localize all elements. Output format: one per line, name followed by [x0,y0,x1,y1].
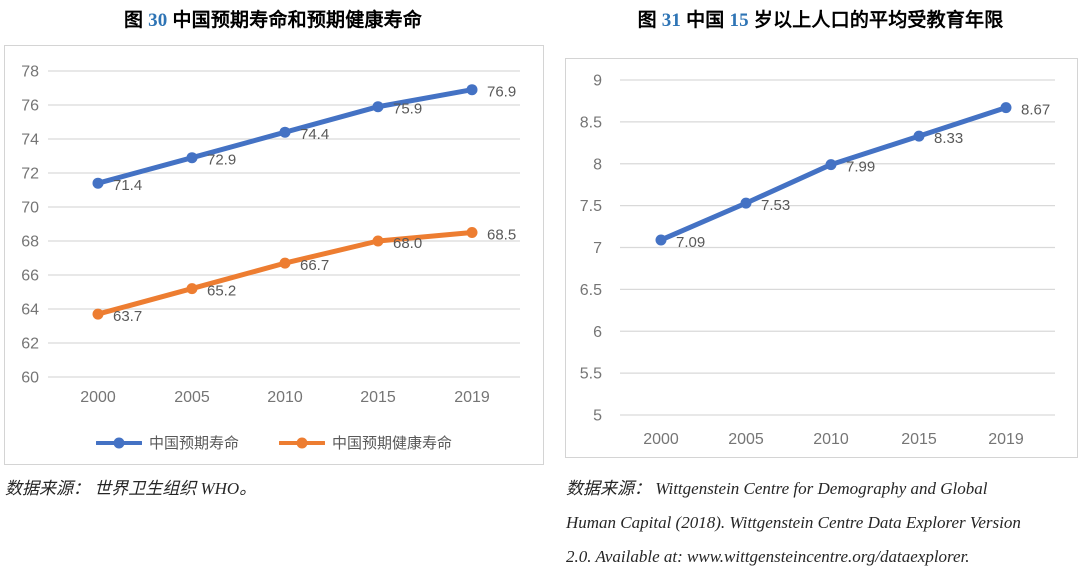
chart30-title: 图 30 中国预期寿命和预期健康寿命 [4,5,542,32]
education-years-plot: 5 5.5 6 6.5 7 7.5 8 8.5 9 2000 2005 2010 2015 2019 7.0… [580,73,1055,448]
data-point [466,84,478,96]
data-point [466,227,478,238]
x-tick-label: 2015 [901,431,937,448]
chart30-source: 数据来源： 世界卫生组织 WHO。 [5,472,540,506]
x-tick-label: 2000 [643,431,679,448]
y-tick-label: 8 [593,156,602,173]
y-tick-label: 64 [21,302,39,319]
data-point [186,283,198,295]
data-label: 68.5 [487,227,516,244]
y-tick-label: 5.5 [580,366,602,383]
data-point [92,177,104,189]
y-tick-label: 60 [21,370,39,387]
data-label: 72.9 [207,152,236,169]
x-tick-label: 2000 [80,389,116,406]
series-line [658,105,1009,243]
data-point [825,159,837,171]
education-years-chart: 5 5.5 6 6.5 7 7.5 8 8.5 9 2000 2005 2010 2015 2019 7.0… [565,58,1078,458]
data-label: 63.7 [113,308,142,325]
data-label: 8.67 [1021,102,1050,119]
legend-item-life-expectancy: 中国预期寿命 [95,432,239,453]
x-tick-label: 2019 [988,431,1024,448]
data-point [372,235,384,247]
data-label: 66.7 [300,257,329,274]
y-tick-label: 6 [593,324,602,341]
y-tick-label: 6.5 [580,282,602,299]
data-label: 7.09 [676,234,705,251]
x-tick-label: 2015 [360,389,396,406]
legend-label-healthy-life-expectancy: 中国预期健康寿命 [332,435,453,452]
chart31-title-rest: 岁以上人口的平均受教育年限 [753,10,1004,31]
data-point [740,197,752,209]
x-tick-label: 2005 [174,389,210,406]
y-tick-label: 72 [21,166,39,183]
legend-item-healthy-life-expectancy: 中国预期健康寿命 [279,432,452,453]
data-label: 7.99 [846,159,875,176]
data-label: 68.0 [393,235,422,252]
legend-marker-orange-icon [279,437,325,448]
chart31-source-line-3: 2.0. Available at: www.wittgensteincentr… [566,547,970,566]
y-tick-label: 66 [21,268,39,285]
data-label: 7.53 [761,197,790,214]
chart31-source-line-1: 数据来源： Wittgenstein Centre for Demography… [566,479,988,498]
chart31-title-number2: 15 [729,10,749,31]
y-tick-label: 8.5 [580,114,602,131]
chart30-source-line: 数据来源： 世界卫生组织 WHO。 [5,479,257,498]
chart31-title: 图 31 中国 15 岁以上人口的平均受教育年限 [565,5,1076,32]
y-tick-label: 9 [593,73,602,90]
data-point [279,257,291,269]
legend-label-life-expectancy: 中国预期寿命 [148,435,239,452]
data-point [1000,102,1012,114]
chart30-title-number: 30 [148,10,168,31]
y-tick-label: 7.5 [580,198,602,215]
x-tick-label: 2010 [813,431,849,448]
chart30-title-prefix: 图 [123,10,144,31]
chart-legend: 中国预期寿命 中国预期健康寿命 [5,432,543,453]
data-point [655,234,667,246]
chart30-title-text: 中国预期寿命和预期健康寿命 [172,10,423,31]
chart31-source: 数据来源： Wittgenstein Centre for Demography… [566,472,1080,574]
chart31-title-number: 31 [661,10,682,31]
data-label: 8.33 [934,130,963,147]
data-point [279,126,291,138]
data-label: 71.4 [113,177,142,194]
y-tick-label: 74 [21,132,39,149]
data-point [186,152,198,164]
x-tick-label: 2010 [267,389,303,406]
data-point [92,308,104,320]
life-expectancy-chart: 60 62 64 66 68 70 72 74 76 78 2000 2005 2010 2015 2019… [4,45,544,465]
y-tick-label: 5 [593,408,602,425]
chart31-title-prefix: 图 [637,10,657,31]
y-tick-label: 76 [21,98,39,115]
x-tick-label: 2005 [728,431,764,448]
y-tick-label: 78 [21,64,39,81]
y-tick-label: 68 [21,234,39,251]
data-point [913,130,925,142]
chart31-source-line-2: Human Capital (2018). Wittgenstein Centr… [566,513,1021,532]
y-tick-label: 62 [21,336,39,353]
data-label: 65.2 [207,283,236,300]
data-point [372,101,384,113]
data-label: 74.4 [300,126,329,143]
y-tick-label: 7 [593,240,602,257]
chart31-title-mid: 中国 [686,10,725,31]
life-expectancy-plot: 60 62 64 66 68 70 72 74 76 78 2000 2005 2010 2015 2019… [21,64,520,406]
y-tick-label: 70 [21,200,39,217]
x-tick-label: 2019 [454,389,490,406]
data-label: 75.9 [393,101,422,118]
legend-marker-blue-icon [95,437,142,448]
data-label: 76.9 [487,84,516,101]
